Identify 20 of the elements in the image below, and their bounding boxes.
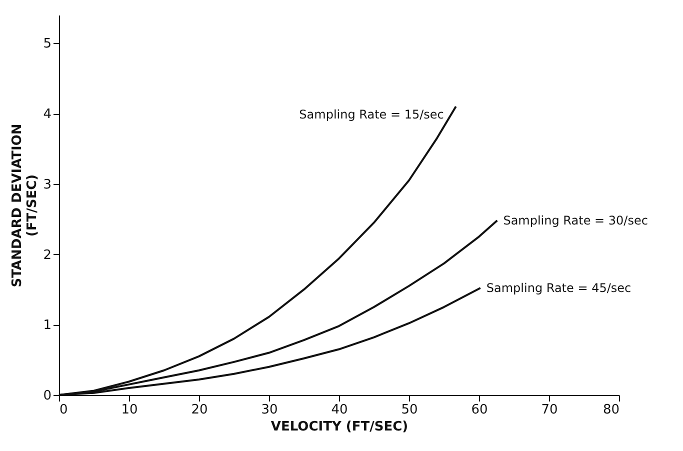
x-tick-label: 40 bbox=[331, 402, 348, 418]
x-tick-label: 70 bbox=[541, 402, 558, 418]
x-axis-title: VELOCITY (FT/SEC) bbox=[270, 420, 408, 434]
y-axis-title: STANDARD DEVIATION (FT/SEC) bbox=[10, 124, 40, 288]
y-tick-label: 2 bbox=[43, 248, 52, 263]
x-tick-label: 10 bbox=[121, 402, 138, 418]
x-tick-label: 60 bbox=[471, 402, 488, 418]
y-tick-label: 1 bbox=[43, 318, 52, 334]
x-tick-label: 80 bbox=[602, 402, 620, 418]
x-tick-label: 30 bbox=[261, 402, 278, 418]
y-tick-label: 3 bbox=[43, 177, 52, 192]
series-label: Sampling Rate = 45/sec bbox=[486, 281, 632, 296]
x-tick-label: 0 bbox=[60, 402, 68, 418]
x-tick-label: 20 bbox=[191, 402, 208, 418]
y-tick-label: 4 bbox=[43, 107, 52, 122]
x-tick-label: 50 bbox=[401, 402, 418, 418]
series-label: Sampling Rate = 15/sec bbox=[299, 107, 444, 122]
series-label: Sampling Rate = 30/sec bbox=[503, 213, 648, 228]
y-tick-label: 5 bbox=[43, 36, 52, 52]
y-tick-label: 0 bbox=[43, 388, 52, 404]
